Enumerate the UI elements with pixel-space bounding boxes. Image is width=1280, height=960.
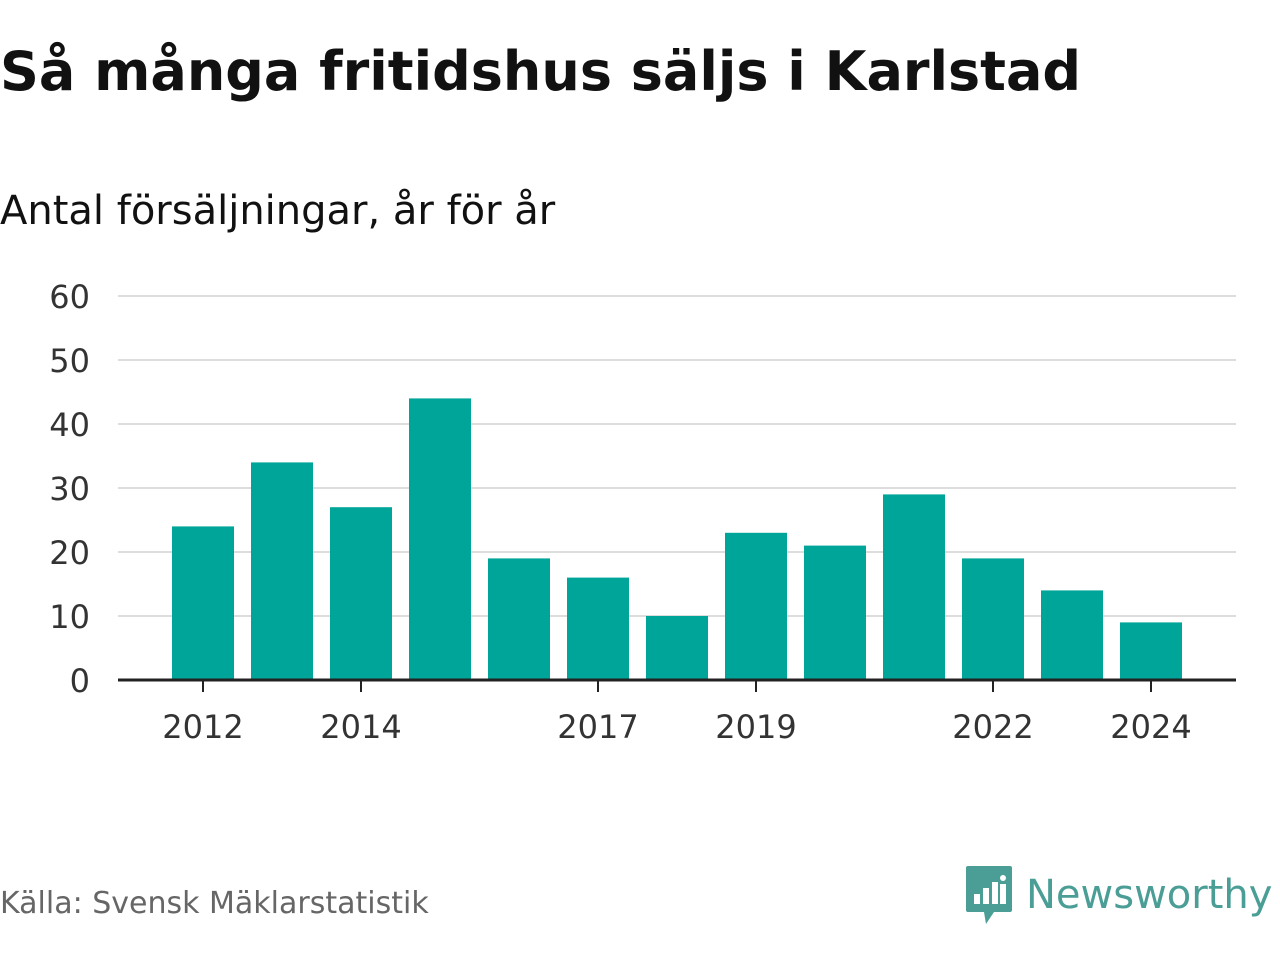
bar-2018 — [646, 616, 708, 680]
bar-2020 — [804, 545, 866, 680]
bars — [172, 398, 1182, 680]
bar-2016 — [488, 558, 550, 680]
bar-2022 — [962, 558, 1024, 680]
x-axis-ticks: 2012 2014 2017 2019 2022 2024 — [162, 680, 1192, 746]
newsworthy-logo-icon — [966, 866, 1012, 924]
bar-2017 — [567, 577, 629, 680]
brand-logo: Newsworthy — [964, 864, 1272, 926]
x-tick-label: 2024 — [1110, 708, 1191, 746]
x-tick-label: 2012 — [162, 708, 243, 746]
x-tick-label: 2022 — [952, 708, 1033, 746]
x-tick-label: 2019 — [715, 708, 796, 746]
y-tick-label: 30 — [49, 470, 90, 508]
y-tick-label: 60 — [49, 278, 90, 316]
bar-2012 — [172, 526, 234, 680]
source-note: Källa: Svensk Mäklarstatistik — [0, 886, 429, 921]
y-tick-label: 10 — [49, 598, 90, 636]
chart-subtitle: Antal försäljningar, år för år — [0, 188, 556, 234]
bar-2015 — [409, 398, 471, 680]
bar-2024 — [1120, 622, 1182, 680]
y-tick-label: 0 — [70, 662, 90, 700]
x-tick-label: 2017 — [557, 708, 638, 746]
bar-2013 — [251, 462, 313, 680]
bar-chart: 0 10 20 30 40 50 60 2012 2014 2017 2019 2022 2024 — [49, 278, 1236, 746]
y-tick-label: 20 — [49, 534, 90, 572]
y-tick-label: 40 — [49, 406, 90, 444]
y-axis-ticks: 0 10 20 30 40 50 60 — [49, 278, 90, 700]
bar-2023 — [1041, 590, 1103, 680]
x-tick-label: 2014 — [320, 708, 401, 746]
bar-2014 — [330, 507, 392, 680]
bar-2019 — [725, 532, 787, 680]
y-tick-label: 50 — [49, 342, 90, 380]
bar-2021 — [883, 494, 945, 680]
chart-title: Så många fritidshus säljs i Karlstad — [0, 40, 1082, 103]
brand-name: Newsworthy — [1026, 872, 1273, 918]
